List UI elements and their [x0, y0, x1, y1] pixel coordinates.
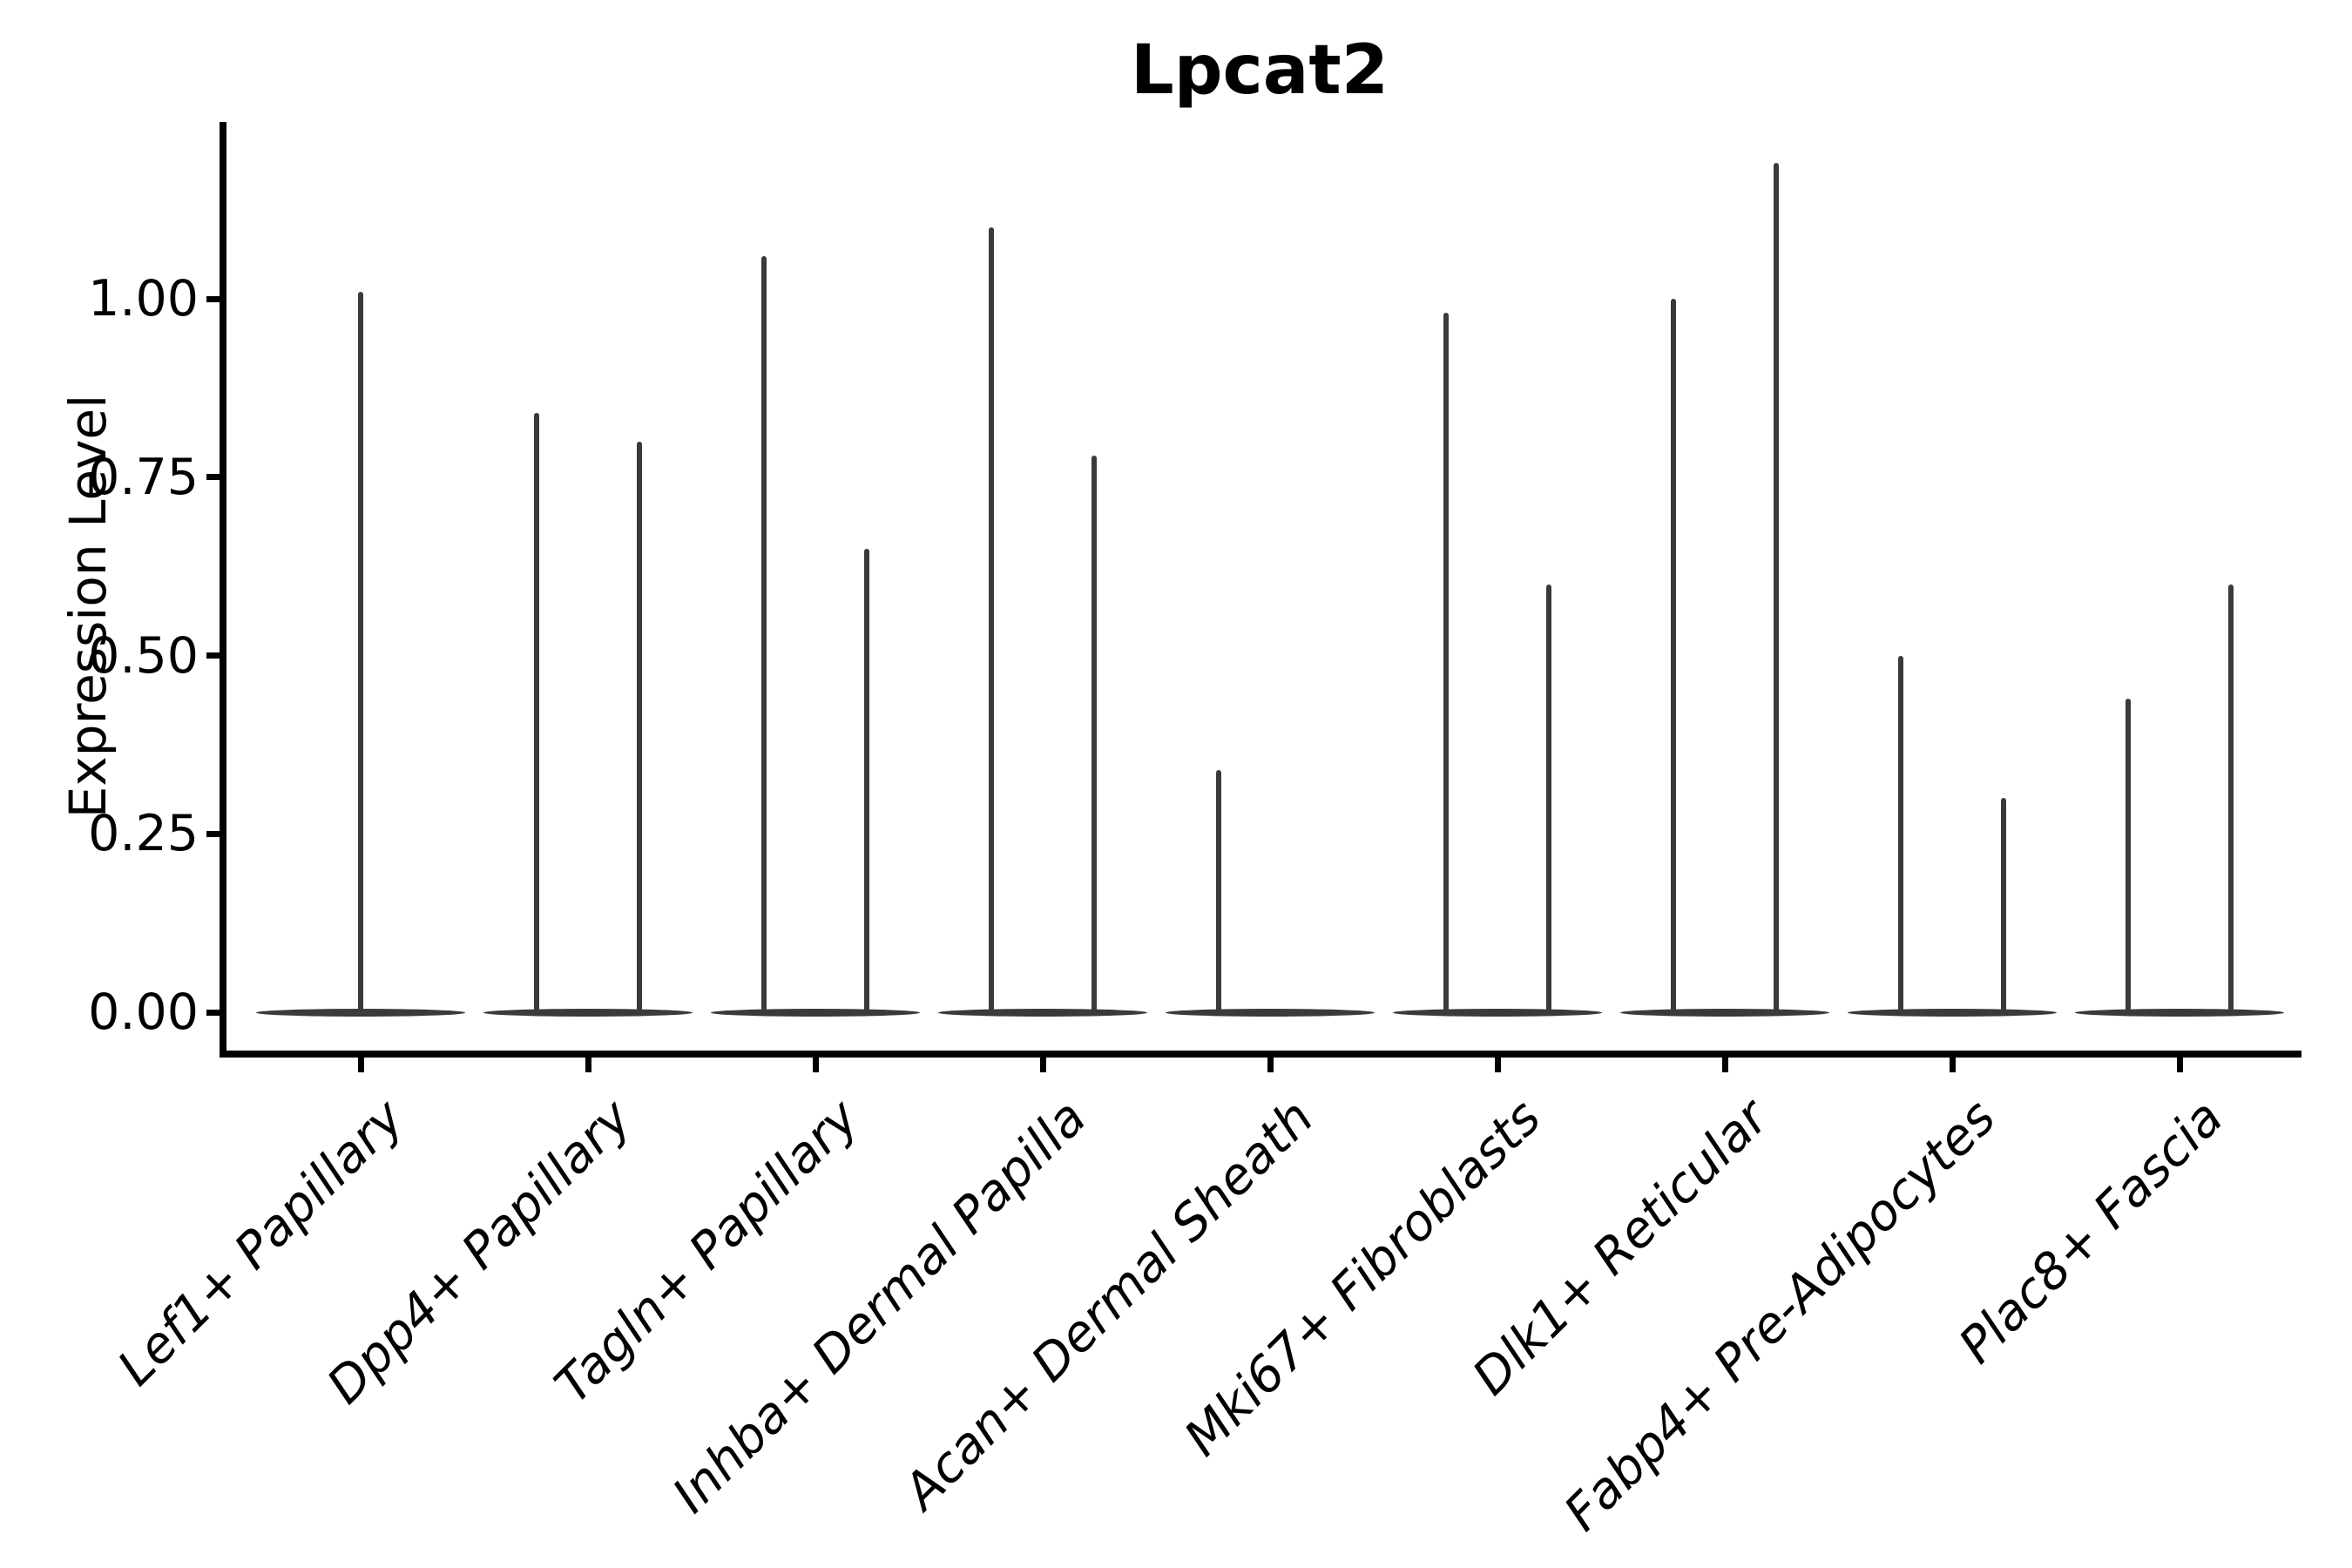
violin-zero-lens	[1620, 1008, 1829, 1017]
violin-spike	[761, 255, 767, 1012]
violin-spike	[2228, 584, 2234, 1012]
x-tick	[1039, 1058, 1046, 1072]
violin-spike	[2001, 798, 2006, 1012]
violin-spike	[1898, 655, 1903, 1012]
violin-zero-lens	[1393, 1008, 1602, 1017]
violin-spike	[864, 548, 869, 1012]
y-tick-0.00	[206, 1009, 220, 1016]
violin-spike	[1216, 769, 1221, 1012]
x-tick	[2176, 1058, 2183, 1072]
violin-zero-lens	[2075, 1008, 2284, 1017]
x-tick	[1494, 1058, 1501, 1072]
x-tick	[585, 1058, 591, 1072]
violin-zero-lens	[938, 1008, 1147, 1017]
x-tick	[1267, 1058, 1274, 1072]
x-tick	[812, 1058, 819, 1072]
violin-spike	[989, 227, 994, 1012]
y-tick-label: 0.25	[88, 805, 199, 863]
chart-title: Lpcat2	[1131, 31, 1389, 110]
violin-spike	[637, 441, 642, 1012]
violin-zero-lens	[1848, 1008, 2057, 1017]
violin-spike	[534, 413, 539, 1012]
y-tick-label: 1.00	[88, 270, 199, 328]
violin-spike	[1774, 163, 1779, 1012]
x-tick	[357, 1058, 364, 1072]
y-tick-1.00	[206, 295, 220, 302]
y-tick-label: 0.50	[88, 626, 199, 685]
violin-spike	[1546, 584, 1551, 1012]
violin-zero-lens	[1166, 1008, 1375, 1017]
y-axis-title: Expression Level	[58, 394, 118, 819]
x-tick	[1949, 1058, 1956, 1072]
violin-zero-lens	[711, 1008, 920, 1017]
violin-zero-lens	[483, 1008, 693, 1017]
x-axis-line	[220, 1051, 2301, 1058]
violin-spike	[358, 291, 363, 1012]
y-tick-label: 0.00	[88, 983, 199, 1041]
y-tick-0.25	[206, 830, 220, 837]
violin-spike	[1443, 313, 1449, 1012]
violin-spike	[1092, 456, 1097, 1012]
violin-zero-lens	[256, 1008, 465, 1017]
y-axis-line	[220, 122, 226, 1057]
y-tick-label: 0.75	[88, 448, 199, 506]
violin-spike	[2126, 698, 2131, 1012]
y-tick-0.50	[206, 652, 220, 659]
y-tick-0.75	[206, 474, 220, 481]
violin-spike	[1671, 299, 1676, 1012]
x-tick	[1721, 1058, 1728, 1072]
